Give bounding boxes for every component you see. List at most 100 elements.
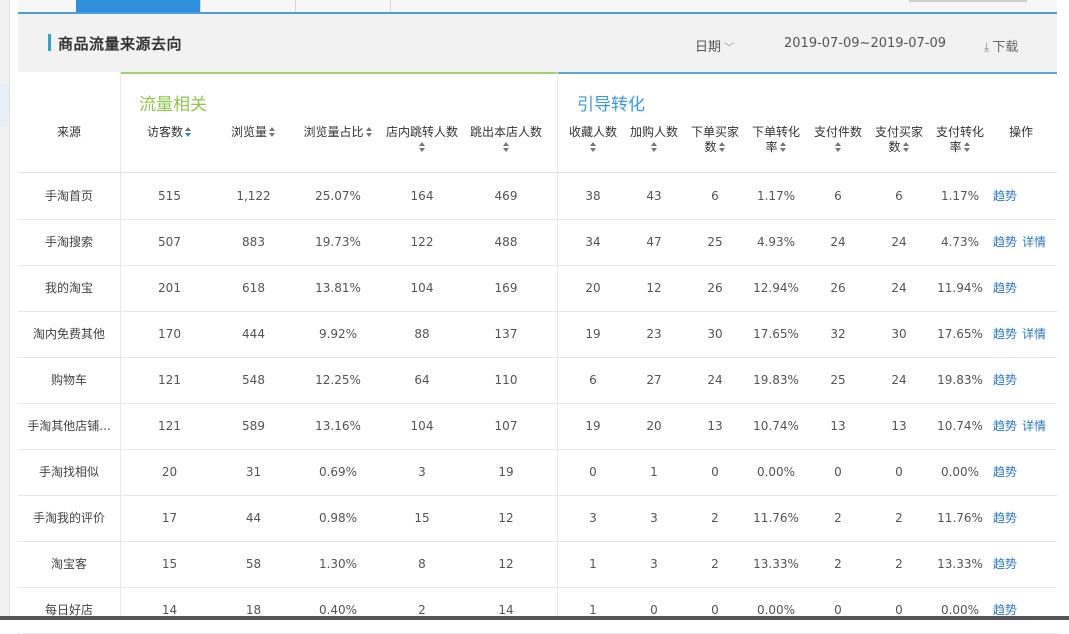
trend-link[interactable]: 趋势 xyxy=(993,511,1018,525)
visitors-cell: 15 xyxy=(161,557,178,571)
trend-link[interactable]: 趋势 xyxy=(993,419,1018,433)
col-header-visitors[interactable]: 访客数 xyxy=(132,125,207,140)
instore-jump-cell: 3 xyxy=(418,465,426,479)
table-row: 手淘我的评价 17 44 0.98% 15 12 3 3 2 11.76% 2 2 11.76% 趋势 xyxy=(18,495,1057,542)
row-actions: 趋势 xyxy=(993,449,1022,495)
row-actions: 趋势 xyxy=(993,495,1022,541)
sort-icon[interactable] xyxy=(718,142,726,153)
col-header-favorites[interactable]: 收藏人数 xyxy=(563,125,623,153)
instore-jump-cell: 15 xyxy=(414,511,430,525)
col-header-exit-store[interactable]: 跳出本店人数 xyxy=(463,125,549,153)
col-header-order-buyers-label-1: 下单买家 xyxy=(690,125,739,139)
tab-3[interactable] xyxy=(295,0,391,12)
col-header-pay-buyers-label-2: 数 xyxy=(888,140,901,154)
exit-store-cell: 12 xyxy=(498,557,514,571)
sort-icon[interactable] xyxy=(779,142,787,153)
date-dropdown[interactable]: 日期 ﹀ xyxy=(695,36,734,55)
pay-buyers-cell: 0 xyxy=(895,603,903,617)
sort-icon[interactable] xyxy=(269,127,276,138)
trend-link[interactable]: 趋势 xyxy=(993,281,1018,295)
trend-link[interactable]: 趋势 xyxy=(993,465,1018,479)
source-cell: 手淘找相似 xyxy=(38,465,99,479)
pay-buyers-cell: 30 xyxy=(891,327,907,341)
col-header-pay-rate[interactable]: 支付转化率 xyxy=(930,125,990,155)
pageviews-cell: 883 xyxy=(242,235,265,249)
col-header-order-buyers[interactable]: 下单买家数 xyxy=(685,125,745,155)
tab-active[interactable] xyxy=(76,0,201,12)
addcart-cell: 3 xyxy=(650,511,658,525)
visitors-cell: 121 xyxy=(158,419,181,433)
date-dropdown-label: 日期 xyxy=(695,40,722,55)
instore-jump-cell: 2 xyxy=(418,603,426,617)
col-header-pay-rate-label-1: 支付转化 xyxy=(935,125,984,139)
pay-items-cell: 32 xyxy=(830,327,846,341)
instore-jump-cell: 64 xyxy=(414,373,430,387)
col-header-pv-ratio[interactable]: 浏览量占比 xyxy=(294,125,382,140)
col-header-instore-jump[interactable]: 店内跳转人数 xyxy=(379,125,465,153)
visitors-cell: 507 xyxy=(158,235,181,249)
table-row: 我的淘宝 201 618 13.81% 104 169 20 12 26 12.94% 26 24 11… xyxy=(18,265,1057,312)
table-row: 手淘找相似 20 31 0.69% 3 19 0 1 0 0.00% 0 0 0.00% 趋势 xyxy=(18,449,1057,496)
col-header-pay-items[interactable]: 支付件数 xyxy=(808,125,868,153)
sidebar-selected-item[interactable] xyxy=(0,84,9,126)
col-header-pay-rate-label-2: 率 xyxy=(949,140,962,154)
favorites-cell: 19 xyxy=(585,419,601,433)
sort-icon[interactable] xyxy=(365,127,373,138)
addcart-cell: 0 xyxy=(650,603,658,617)
addcart-cell: 12 xyxy=(646,281,662,295)
sort-icon[interactable] xyxy=(834,142,842,153)
detail-link[interactable]: 详情 xyxy=(1022,235,1047,249)
source-cell: 淘内免费其他 xyxy=(32,327,105,341)
pageviews-cell: 1,122 xyxy=(236,189,271,203)
order-rate-cell: 0.00% xyxy=(756,603,796,617)
col-header-addcart[interactable]: 加购人数 xyxy=(624,125,684,153)
favorites-cell: 1 xyxy=(589,557,597,571)
pay-buyers-cell: 13 xyxy=(891,419,907,433)
exit-store-cell: 12 xyxy=(498,511,514,525)
download-button[interactable]: ⤓ 下载 xyxy=(984,36,1018,55)
detail-link[interactable]: 详情 xyxy=(1022,419,1047,433)
order-buyers-cell: 6 xyxy=(711,189,719,203)
col-header-exit-store-label: 跳出本店人数 xyxy=(469,125,542,139)
trend-link[interactable]: 趋势 xyxy=(993,603,1018,617)
detail-link[interactable]: 详情 xyxy=(1022,327,1047,341)
pay-items-cell: 26 xyxy=(830,281,846,295)
table-row: 手淘其他店铺... 121 589 13.16% 104 107 19 20 13 10.74% 1… xyxy=(18,403,1057,450)
tab-2[interactable] xyxy=(200,0,296,12)
col-header-favorites-label: 收藏人数 xyxy=(568,125,617,139)
col-header-order-rate[interactable]: 下单转化率 xyxy=(746,125,806,155)
sort-icon[interactable] xyxy=(502,142,510,153)
order-rate-cell: 19.83% xyxy=(753,373,799,387)
pay-buyers-cell: 6 xyxy=(895,189,903,203)
exit-store-cell: 14 xyxy=(498,603,514,617)
bottom-edge xyxy=(0,616,1069,620)
col-header-pay-buyers[interactable]: 支付买家数 xyxy=(869,125,929,155)
source-cell: 我的淘宝 xyxy=(44,281,93,295)
visitors-cell: 121 xyxy=(158,373,181,387)
col-header-actions: 操作 xyxy=(1008,125,1033,139)
title-accent-bar xyxy=(48,34,51,51)
favorites-cell: 19 xyxy=(585,327,601,341)
instore-jump-cell: 8 xyxy=(418,557,426,571)
sort-icon[interactable] xyxy=(902,142,910,153)
sort-icon[interactable] xyxy=(650,142,658,153)
trend-link[interactable]: 趋势 xyxy=(993,557,1018,571)
col-header-pageviews[interactable]: 浏览量 xyxy=(216,125,291,140)
trend-link[interactable]: 趋势 xyxy=(993,373,1018,387)
trend-link[interactable]: 趋势 xyxy=(993,327,1018,341)
trend-link[interactable]: 趋势 xyxy=(993,235,1018,249)
table-row: 淘宝客 15 58 1.30% 8 12 1 3 2 13.33% 2 2 13.33% 趋势 xyxy=(18,541,1057,588)
col-header-order-buyers-label-2: 数 xyxy=(704,140,717,154)
source-cell: 淘宝客 xyxy=(50,557,87,571)
sort-icon[interactable] xyxy=(185,127,192,138)
tab-bar xyxy=(18,0,1057,14)
order-buyers-cell: 2 xyxy=(711,511,719,525)
tab-bar-search[interactable] xyxy=(909,0,1027,2)
pay-buyers-cell: 0 xyxy=(895,465,903,479)
sort-icon[interactable] xyxy=(963,142,971,153)
sort-icon[interactable] xyxy=(589,142,597,153)
addcart-cell: 20 xyxy=(646,419,662,433)
trend-link[interactable]: 趋势 xyxy=(993,189,1018,203)
sort-icon[interactable] xyxy=(418,142,426,153)
data-table: 流量相关 引导转化 来源 访客数 浏览量 浏览量占比 店内跳转人数 跳出本店人数… xyxy=(18,72,1057,634)
